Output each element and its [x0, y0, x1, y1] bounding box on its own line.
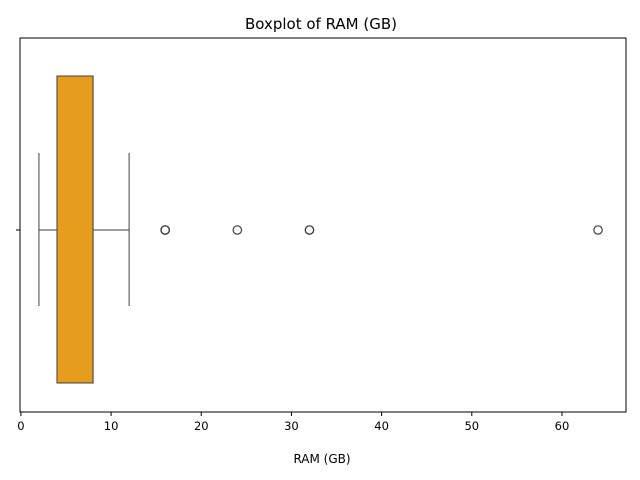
outlier-point — [160, 225, 170, 235]
outlier-point — [593, 225, 603, 235]
x-tick-label: 0 — [17, 419, 24, 433]
x-tick-label: 20 — [194, 419, 209, 433]
x-tick-label: 50 — [464, 419, 479, 433]
outlier-point — [232, 225, 243, 235]
x-tick-label: 10 — [104, 419, 119, 433]
plot-frame — [19, 37, 627, 413]
chart-marks — [38, 75, 603, 384]
chart-title: Boxplot of RAM (GB) — [245, 15, 397, 33]
iqr-box — [56, 75, 94, 384]
outlier-point — [304, 225, 315, 235]
x-axis-label: RAM (GB) — [293, 452, 350, 466]
x-tick-label: 60 — [555, 419, 570, 433]
x-tick-label: 40 — [374, 419, 389, 433]
axes: 0 10 20 30 40 50 60 — [16, 229, 570, 433]
x-tick-label: 30 — [284, 419, 299, 433]
